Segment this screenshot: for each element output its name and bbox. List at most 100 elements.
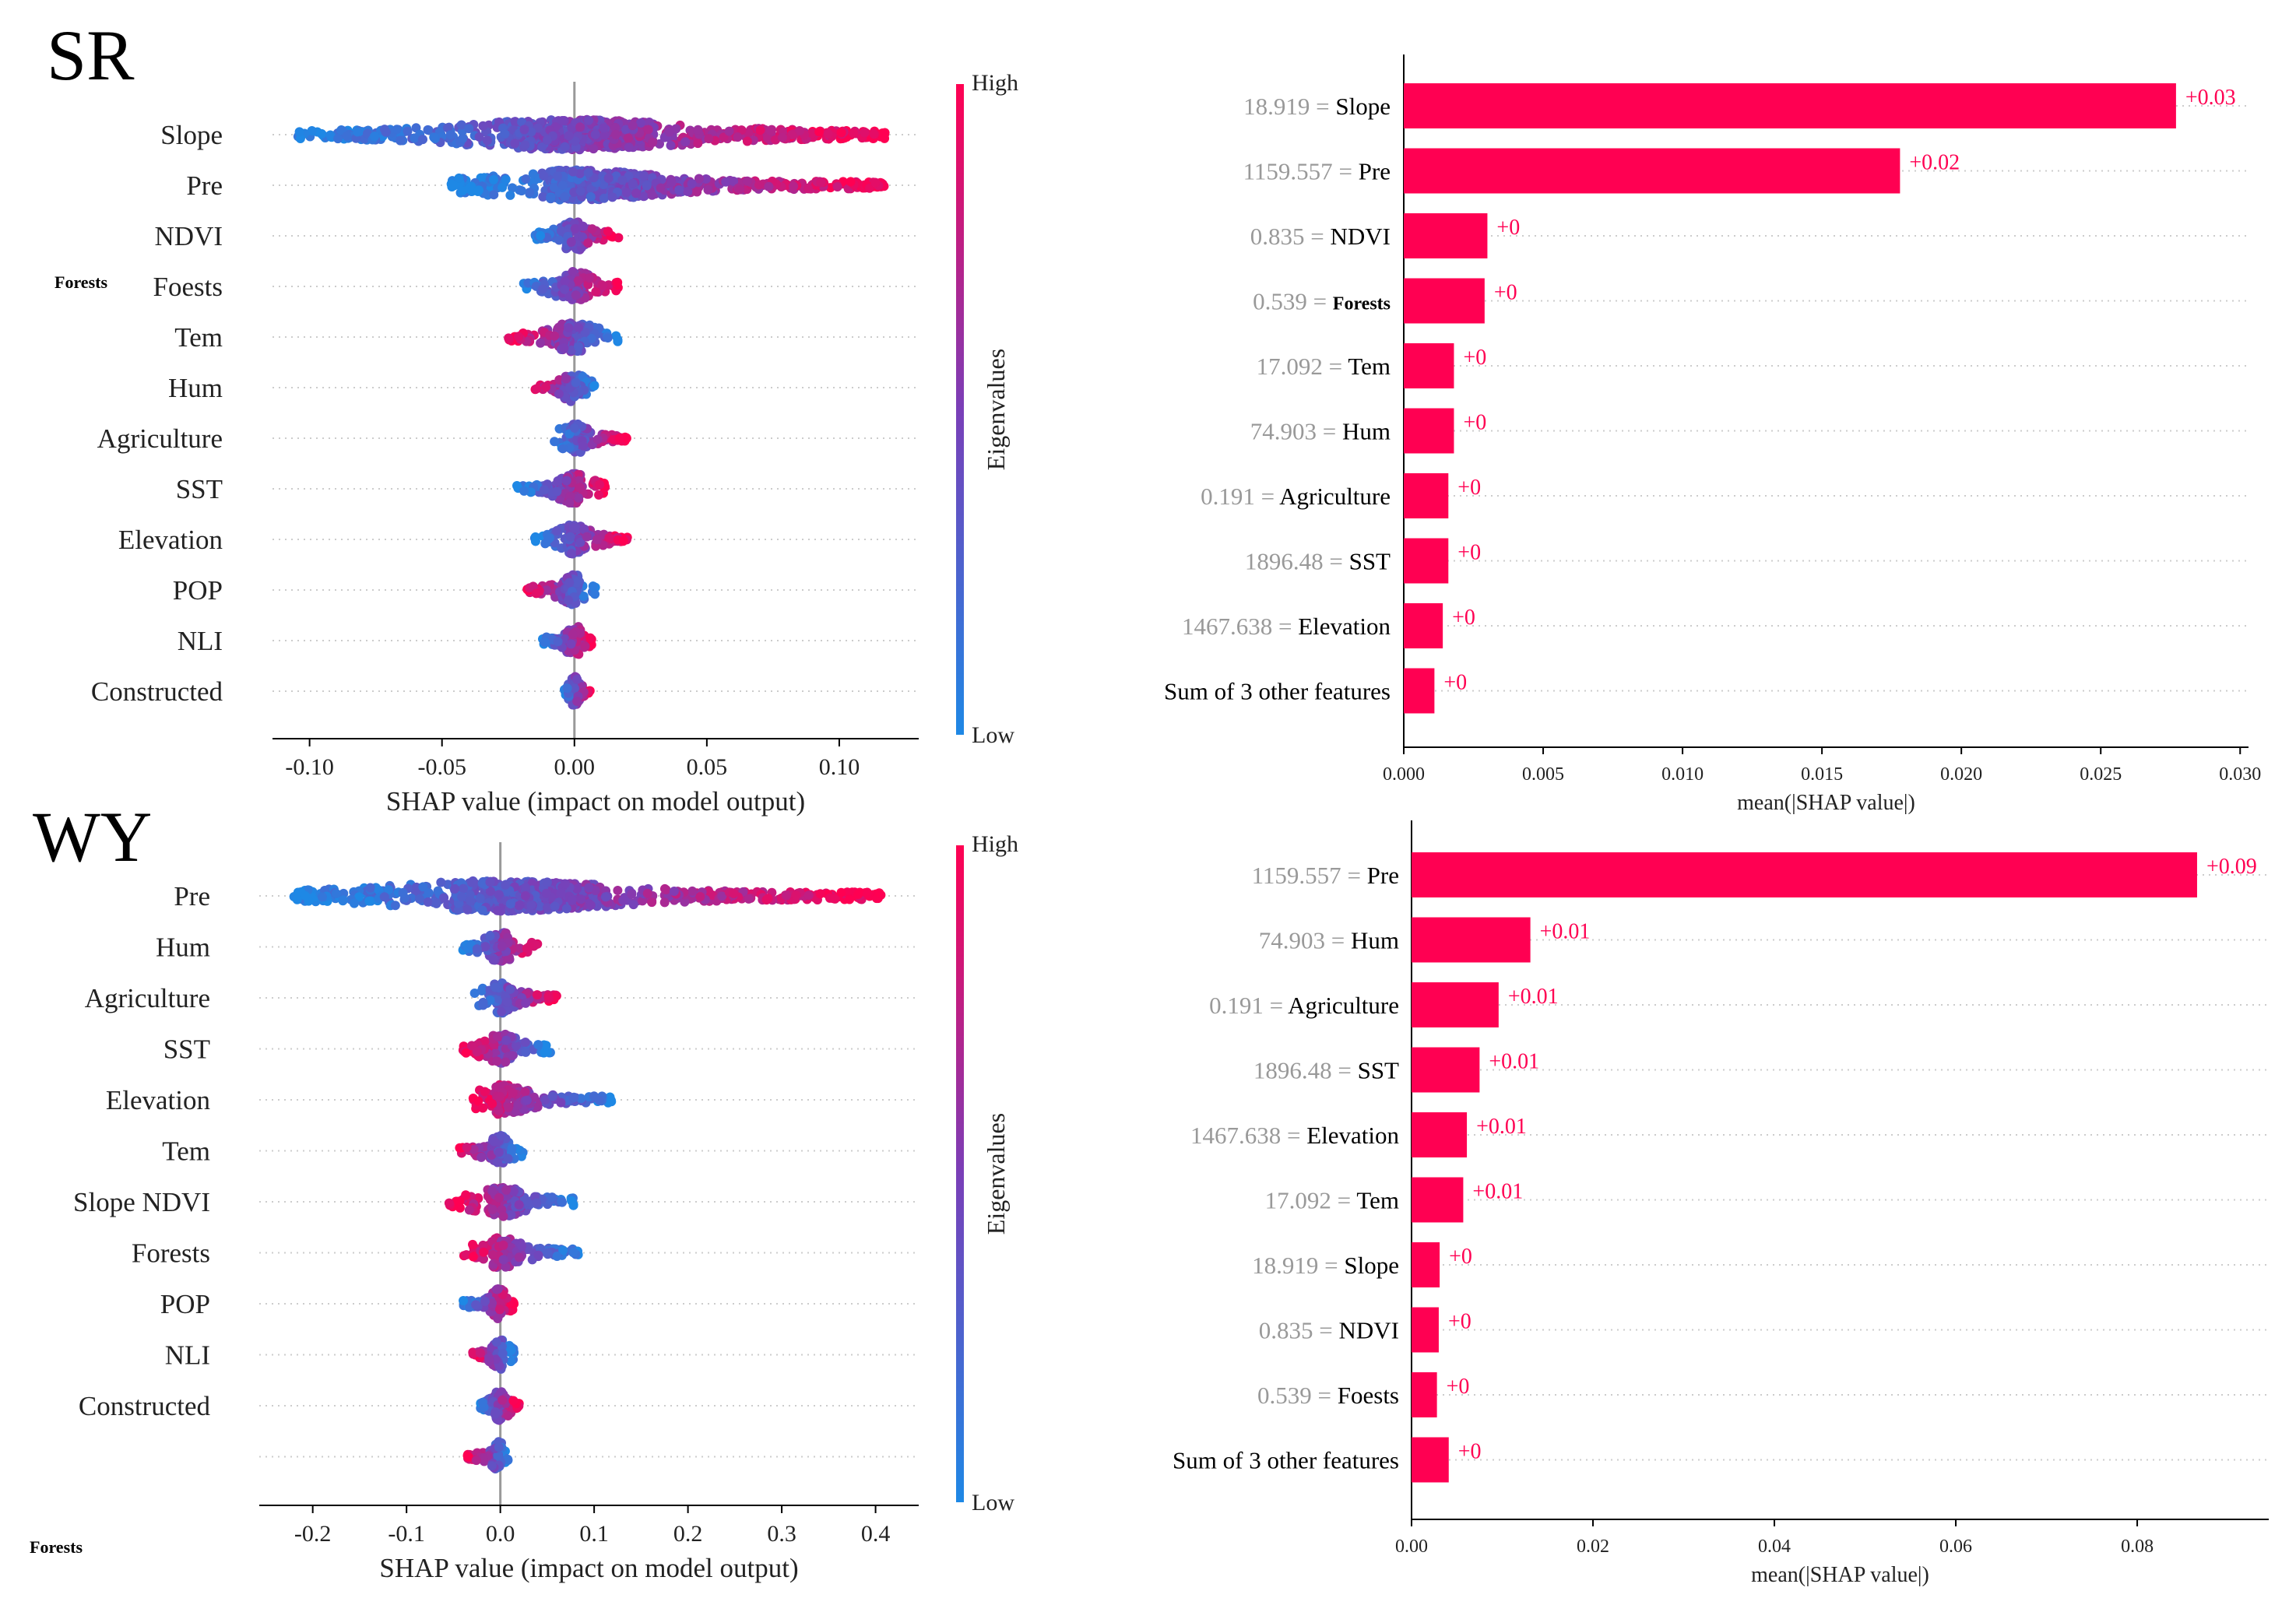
shap-point: [379, 892, 389, 902]
equals-sign: =: [1331, 1187, 1356, 1214]
shap-point: [627, 890, 637, 900]
shap-point: [362, 128, 372, 139]
shap-point: [701, 174, 711, 184]
equals-sign: =: [1313, 1317, 1339, 1344]
feature-label-ndvi: 0.835 = NDVI: [1259, 1317, 1399, 1344]
shap-point: [474, 132, 484, 142]
equals-sign: =: [1332, 1057, 1358, 1084]
feature-name: Foests: [1338, 1382, 1399, 1409]
shap-point: [735, 184, 745, 195]
equals-sign: =: [1325, 927, 1351, 954]
shap-point: [568, 630, 578, 640]
shap-point: [585, 273, 595, 283]
shap-point: [478, 121, 488, 131]
shap-point: [495, 1091, 505, 1101]
shap-point: [603, 173, 614, 183]
shap-point: [480, 942, 490, 952]
shap-point: [498, 1395, 508, 1405]
feature-label-sst: 1896.48 = SST: [1245, 548, 1391, 575]
shap-point: [457, 892, 467, 902]
shap-point: [505, 984, 515, 994]
shap-point: [803, 890, 814, 901]
points-ndvi: [530, 217, 624, 255]
shap-point: [564, 322, 574, 332]
shap-point: [471, 1456, 481, 1466]
sr_beeswarm-group: SlopePreNDVIFoestsTemHumAgricultureSSTEl…: [91, 70, 1018, 817]
bar-pre: [1404, 148, 1900, 194]
shap-point: [491, 1337, 501, 1347]
shap-point: [564, 497, 575, 507]
shap-point: [610, 129, 621, 139]
shap-point: [531, 588, 541, 599]
shap-point: [339, 895, 349, 905]
bar-foests: [1412, 1372, 1437, 1417]
shap-point: [642, 181, 652, 191]
shap-point: [565, 532, 575, 542]
feature-label-tem: 17.092 = Tem: [1257, 353, 1391, 380]
equals-sign: =: [1323, 353, 1348, 380]
shap-point: [539, 170, 549, 181]
equals-sign: =: [1305, 223, 1331, 250]
shap-point: [553, 171, 563, 181]
shap-point: [521, 1047, 531, 1057]
feature-label-tem: 17.092 = Tem: [1265, 1187, 1399, 1214]
shap-point: [471, 1300, 481, 1310]
bar-sum-of-3-other-features: [1404, 668, 1435, 714]
points-row11: [462, 1437, 513, 1473]
shap-point: [744, 128, 754, 138]
feature-label-elevation: 1467.638 = Elevation: [1182, 613, 1391, 640]
shap-point: [589, 381, 599, 391]
bar-ndvi: [1404, 213, 1488, 258]
shap-point: [564, 578, 575, 588]
feature-label-slope: 18.919 = Slope: [1243, 93, 1391, 120]
shap-point: [566, 345, 576, 355]
shap-point: [661, 884, 671, 894]
shap-point: [583, 168, 593, 178]
shap-point: [506, 1345, 516, 1355]
shap-point: [439, 893, 449, 903]
shap-point: [664, 127, 674, 137]
points-tem: [504, 318, 623, 356]
shap-point: [584, 883, 594, 893]
shap-point: [489, 1136, 499, 1147]
shap-point: [569, 423, 579, 433]
feature-label-agriculture: 0.191 = Agriculture: [1201, 483, 1391, 510]
feature-label-sst: SST: [163, 1034, 210, 1065]
shap-point: [613, 334, 623, 344]
shap-point: [554, 389, 564, 399]
shap-point: [489, 190, 499, 200]
shap-point: [560, 276, 570, 286]
shap-point: [459, 1296, 469, 1306]
shap-point: [498, 941, 508, 951]
bar-value-label: +0: [1463, 346, 1486, 370]
points-pre: [289, 876, 886, 916]
shap-point: [621, 188, 631, 198]
shap-point: [478, 1103, 488, 1113]
shap-point: [693, 139, 703, 149]
shap-point: [721, 177, 731, 187]
shap-point: [755, 125, 765, 135]
equals-sign: =: [1324, 548, 1349, 575]
shap-point: [495, 1305, 505, 1315]
equals-sign: =: [1264, 992, 1288, 1019]
shap-point: [618, 895, 628, 905]
feature-name: SST: [1349, 548, 1391, 575]
feature-label-ndvi: NDVI: [155, 221, 223, 251]
shap-point: [447, 180, 457, 190]
shap-point: [568, 167, 578, 177]
shap-point: [724, 126, 734, 136]
x-tick-label: -0.1: [388, 1521, 425, 1547]
shap-point: [744, 894, 754, 904]
shap-point: [424, 125, 434, 135]
bar-value-label: +0: [1449, 1245, 1472, 1269]
colorbar-low-label: Low: [972, 1490, 1014, 1515]
feature-label-hum: Hum: [168, 373, 223, 403]
shap-point: [578, 441, 589, 451]
shap-point: [566, 237, 576, 248]
shap-point: [570, 223, 580, 234]
feature-name: Elevation: [1306, 1122, 1399, 1149]
shap-point: [742, 176, 752, 186]
shap-point: [719, 132, 729, 142]
shap-point: [560, 142, 570, 152]
shap-point: [520, 1037, 530, 1047]
